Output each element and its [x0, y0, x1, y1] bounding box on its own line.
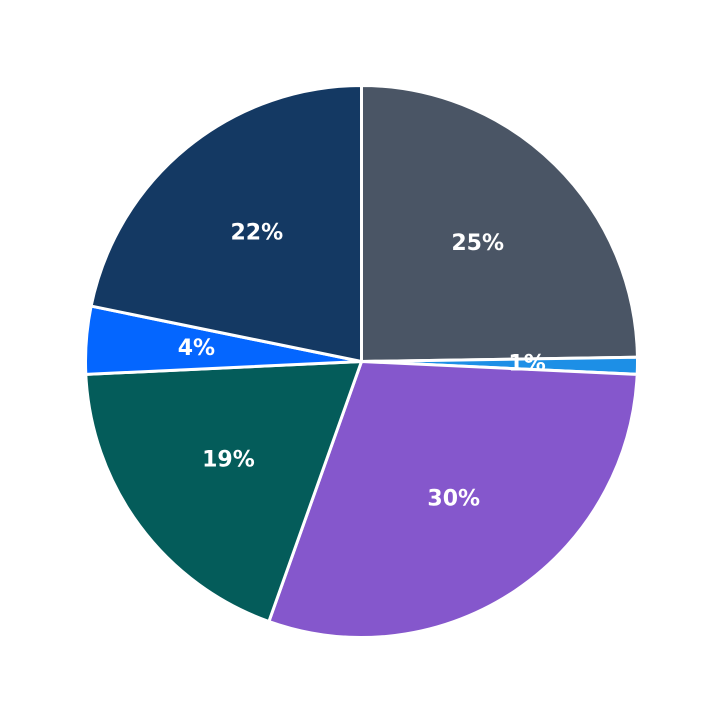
- pie-slice-2: [267, 360, 639, 639]
- pie-slices: [84, 84, 640, 639]
- pie-slice-label-0: 25%: [451, 231, 504, 256]
- pie-slice-label-5: 22%: [230, 221, 283, 246]
- pie-slice-0: [360, 84, 639, 363]
- pie-slice-5: [89, 84, 363, 363]
- pie-slice-3: [84, 360, 363, 623]
- pie-slice-label-2: 30%: [427, 487, 480, 512]
- pie-slice-label-1: 1%: [508, 352, 545, 377]
- pie-slice-label-3: 19%: [202, 448, 255, 473]
- pie-slice-labels: 25% 1% 30% 19% 4% 22%: [178, 221, 546, 512]
- pie-slice-label-4: 4%: [178, 336, 215, 361]
